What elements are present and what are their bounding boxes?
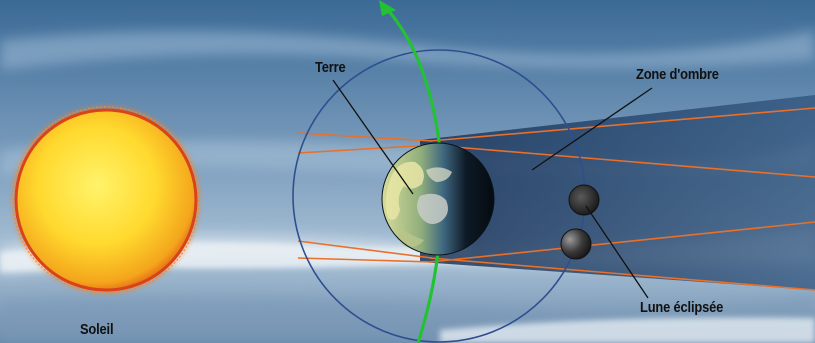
shadow-zone-label: Zone d'ombre [636,66,719,83]
pointer-lines [332,79,653,299]
moon-icon [568,184,600,216]
sun-label: Soleil [80,321,114,338]
moon-icon [560,228,592,260]
sun-icon [8,102,204,298]
eclipsed-moon-label: Lune éclipsée [640,299,724,316]
shadow-border-lines [297,107,815,291]
shadow-zone [420,95,815,290]
earth-label: Terre [315,59,346,76]
earth-globe-icon [381,142,495,256]
